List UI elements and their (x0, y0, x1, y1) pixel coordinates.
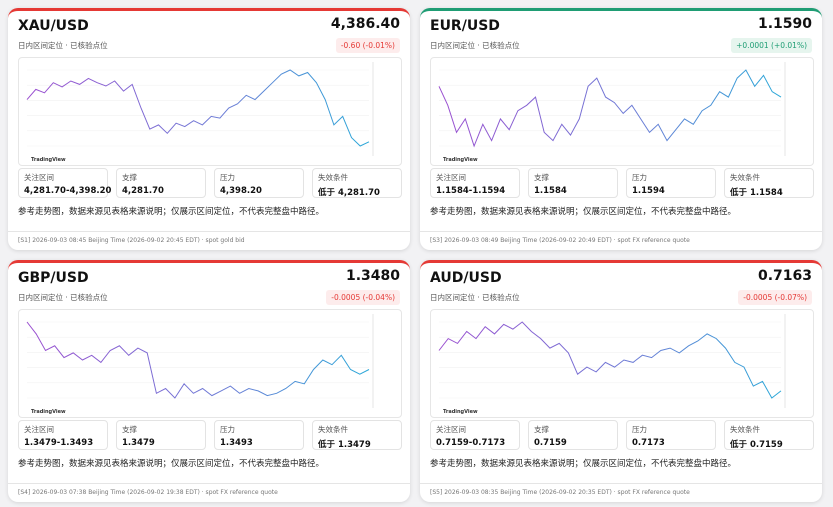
level-box: 压力 1.1594 (626, 168, 716, 198)
level-label: 压力 (220, 425, 235, 434)
level-label: 支撑 (122, 425, 137, 434)
quote-card: XAU/USD 4,386.40 日内区间定位 · 已核验点位 -0.60 (-0.0… (8, 8, 410, 250)
watermark: TradingView (443, 409, 478, 415)
price: 0.7163 (757, 268, 812, 284)
level-value: 低于 4,281.70 (318, 188, 380, 198)
level-label: 压力 (632, 425, 647, 434)
footer: [S3] 2026-09-03 08:49 Beijing Time (2026… (430, 237, 690, 244)
level-box: 关注区间 1.3479-1.3493 (18, 420, 108, 450)
level-box: 支撑 0.7159 (528, 420, 618, 450)
price-line (438, 321, 782, 399)
price-line (26, 321, 370, 399)
level-box: 支撑 4,281.70 (116, 168, 206, 198)
chart-svg: TradingView (438, 62, 786, 163)
level-label: 压力 (220, 173, 235, 182)
pair-title: AUD/USD (430, 270, 502, 286)
level-value: 1.1584-1.1594 (436, 186, 506, 196)
level-box: 压力 0.7173 (626, 420, 716, 450)
mini-chart: TradingView (430, 309, 814, 418)
subtitle: 日内区间定位 · 已核验点位 (18, 41, 108, 50)
level-label: 失效条件 (318, 425, 348, 434)
subtitle: 日内区间定位 · 已核验点位 (430, 293, 520, 302)
note: 参考走势图，数据来源见表格来源说明；仅展示区间定位，不代表完整盘中路径。 (18, 207, 325, 217)
level-box: 压力 4,398.20 (214, 168, 304, 198)
change-badge: -0.60 (-0.01%) (335, 38, 400, 53)
level-label: 失效条件 (730, 425, 760, 434)
price-line (26, 69, 370, 147)
price-line (438, 69, 782, 148)
level-label: 关注区间 (436, 425, 466, 434)
chart-svg: TradingView (26, 314, 374, 415)
footer: [S4] 2026-09-03 07:38 Beijing Time (2026… (18, 489, 278, 496)
pair-title: EUR/USD (430, 18, 500, 34)
level-value: 0.7173 (632, 438, 665, 448)
level-box: 关注区间 1.1584-1.1594 (430, 168, 520, 198)
level-box: 失效条件低于 0.7159 (724, 420, 814, 450)
level-box: 失效条件低于 4,281.70 (312, 168, 402, 198)
chart-svg: TradingView (438, 314, 786, 415)
mini-chart: TradingView (18, 57, 402, 166)
watermark: TradingView (443, 157, 478, 163)
price: 4,386.40 (330, 16, 400, 32)
level-value: 1.3493 (220, 438, 253, 448)
level-label: 失效条件 (318, 173, 348, 182)
level-value: 0.7159-0.7173 (436, 438, 506, 448)
level-box: 压力 1.3493 (214, 420, 304, 450)
level-box: 关注区间 4,281.70-4,398.20 (18, 168, 112, 198)
level-value: 低于 1.3479 (318, 440, 371, 450)
level-value: 低于 1.1584 (730, 188, 783, 198)
level-box: 关注区间 0.7159-0.7173 (430, 420, 520, 450)
level-value: 4,281.70 (122, 186, 164, 196)
level-value: 1.3479 (122, 438, 155, 448)
mini-chart: TradingView (18, 309, 402, 418)
level-box: 失效条件低于 1.1584 (724, 168, 814, 198)
price: 1.3480 (345, 268, 400, 284)
level-value: 4,281.70-4,398.20 (24, 186, 112, 196)
level-value: 1.1594 (632, 186, 665, 196)
level-value: 低于 0.7159 (730, 440, 783, 450)
mini-chart: TradingView (430, 57, 814, 166)
watermark: TradingView (31, 157, 66, 163)
note: 参考走势图，数据来源见表格来源说明；仅展示区间定位，不代表完整盘中路径。 (430, 207, 737, 217)
divider (420, 483, 822, 484)
level-label: 关注区间 (24, 173, 54, 182)
note: 参考走势图，数据来源见表格来源说明；仅展示区间定位，不代表完整盘中路径。 (430, 459, 737, 469)
level-box: 失效条件低于 1.3479 (312, 420, 402, 450)
note: 参考走势图，数据来源见表格来源说明；仅展示区间定位，不代表完整盘中路径。 (18, 459, 325, 469)
level-value: 1.1584 (534, 186, 567, 196)
level-label: 关注区间 (436, 173, 466, 182)
watermark: TradingView (31, 409, 66, 415)
divider (420, 231, 822, 232)
pair-title: GBP/USD (18, 270, 89, 286)
level-value: 1.3479-1.3493 (24, 438, 94, 448)
quote-card: EUR/USD 1.1590 日内区间定位 · 已核验点位 +0.0001 (+0.0… (420, 8, 822, 250)
quote-card: AUD/USD 0.7163 日内区间定位 · 已核验点位 -0.0005 (-0.0… (420, 260, 822, 502)
level-box: 支撑 1.3479 (116, 420, 206, 450)
subtitle: 日内区间定位 · 已核验点位 (430, 41, 520, 50)
level-label: 支撑 (122, 173, 137, 182)
footer: [S1] 2026-09-03 08:45 Beijing Time (2026… (18, 237, 245, 244)
price: 1.1590 (757, 16, 812, 32)
divider (8, 231, 410, 232)
change-badge: -0.0005 (-0.07%) (738, 290, 812, 305)
level-label: 压力 (632, 173, 647, 182)
level-box: 支撑 1.1584 (528, 168, 618, 198)
change-badge: +0.0001 (+0.01%) (731, 38, 812, 53)
level-label: 关注区间 (24, 425, 54, 434)
level-value: 4,398.20 (220, 186, 262, 196)
pair-title: XAU/USD (18, 18, 89, 34)
chart-svg: TradingView (26, 62, 374, 163)
change-badge: -0.0005 (-0.04%) (326, 290, 400, 305)
footer: [S5] 2026-09-03 08:35 Beijing Time (2026… (430, 489, 690, 496)
level-value: 0.7159 (534, 438, 567, 448)
level-label: 失效条件 (730, 173, 760, 182)
level-label: 支撑 (534, 425, 549, 434)
level-label: 支撑 (534, 173, 549, 182)
subtitle: 日内区间定位 · 已核验点位 (18, 293, 108, 302)
quote-card: GBP/USD 1.3480 日内区间定位 · 已核验点位 -0.0005 (-0.0… (8, 260, 410, 502)
divider (8, 483, 410, 484)
